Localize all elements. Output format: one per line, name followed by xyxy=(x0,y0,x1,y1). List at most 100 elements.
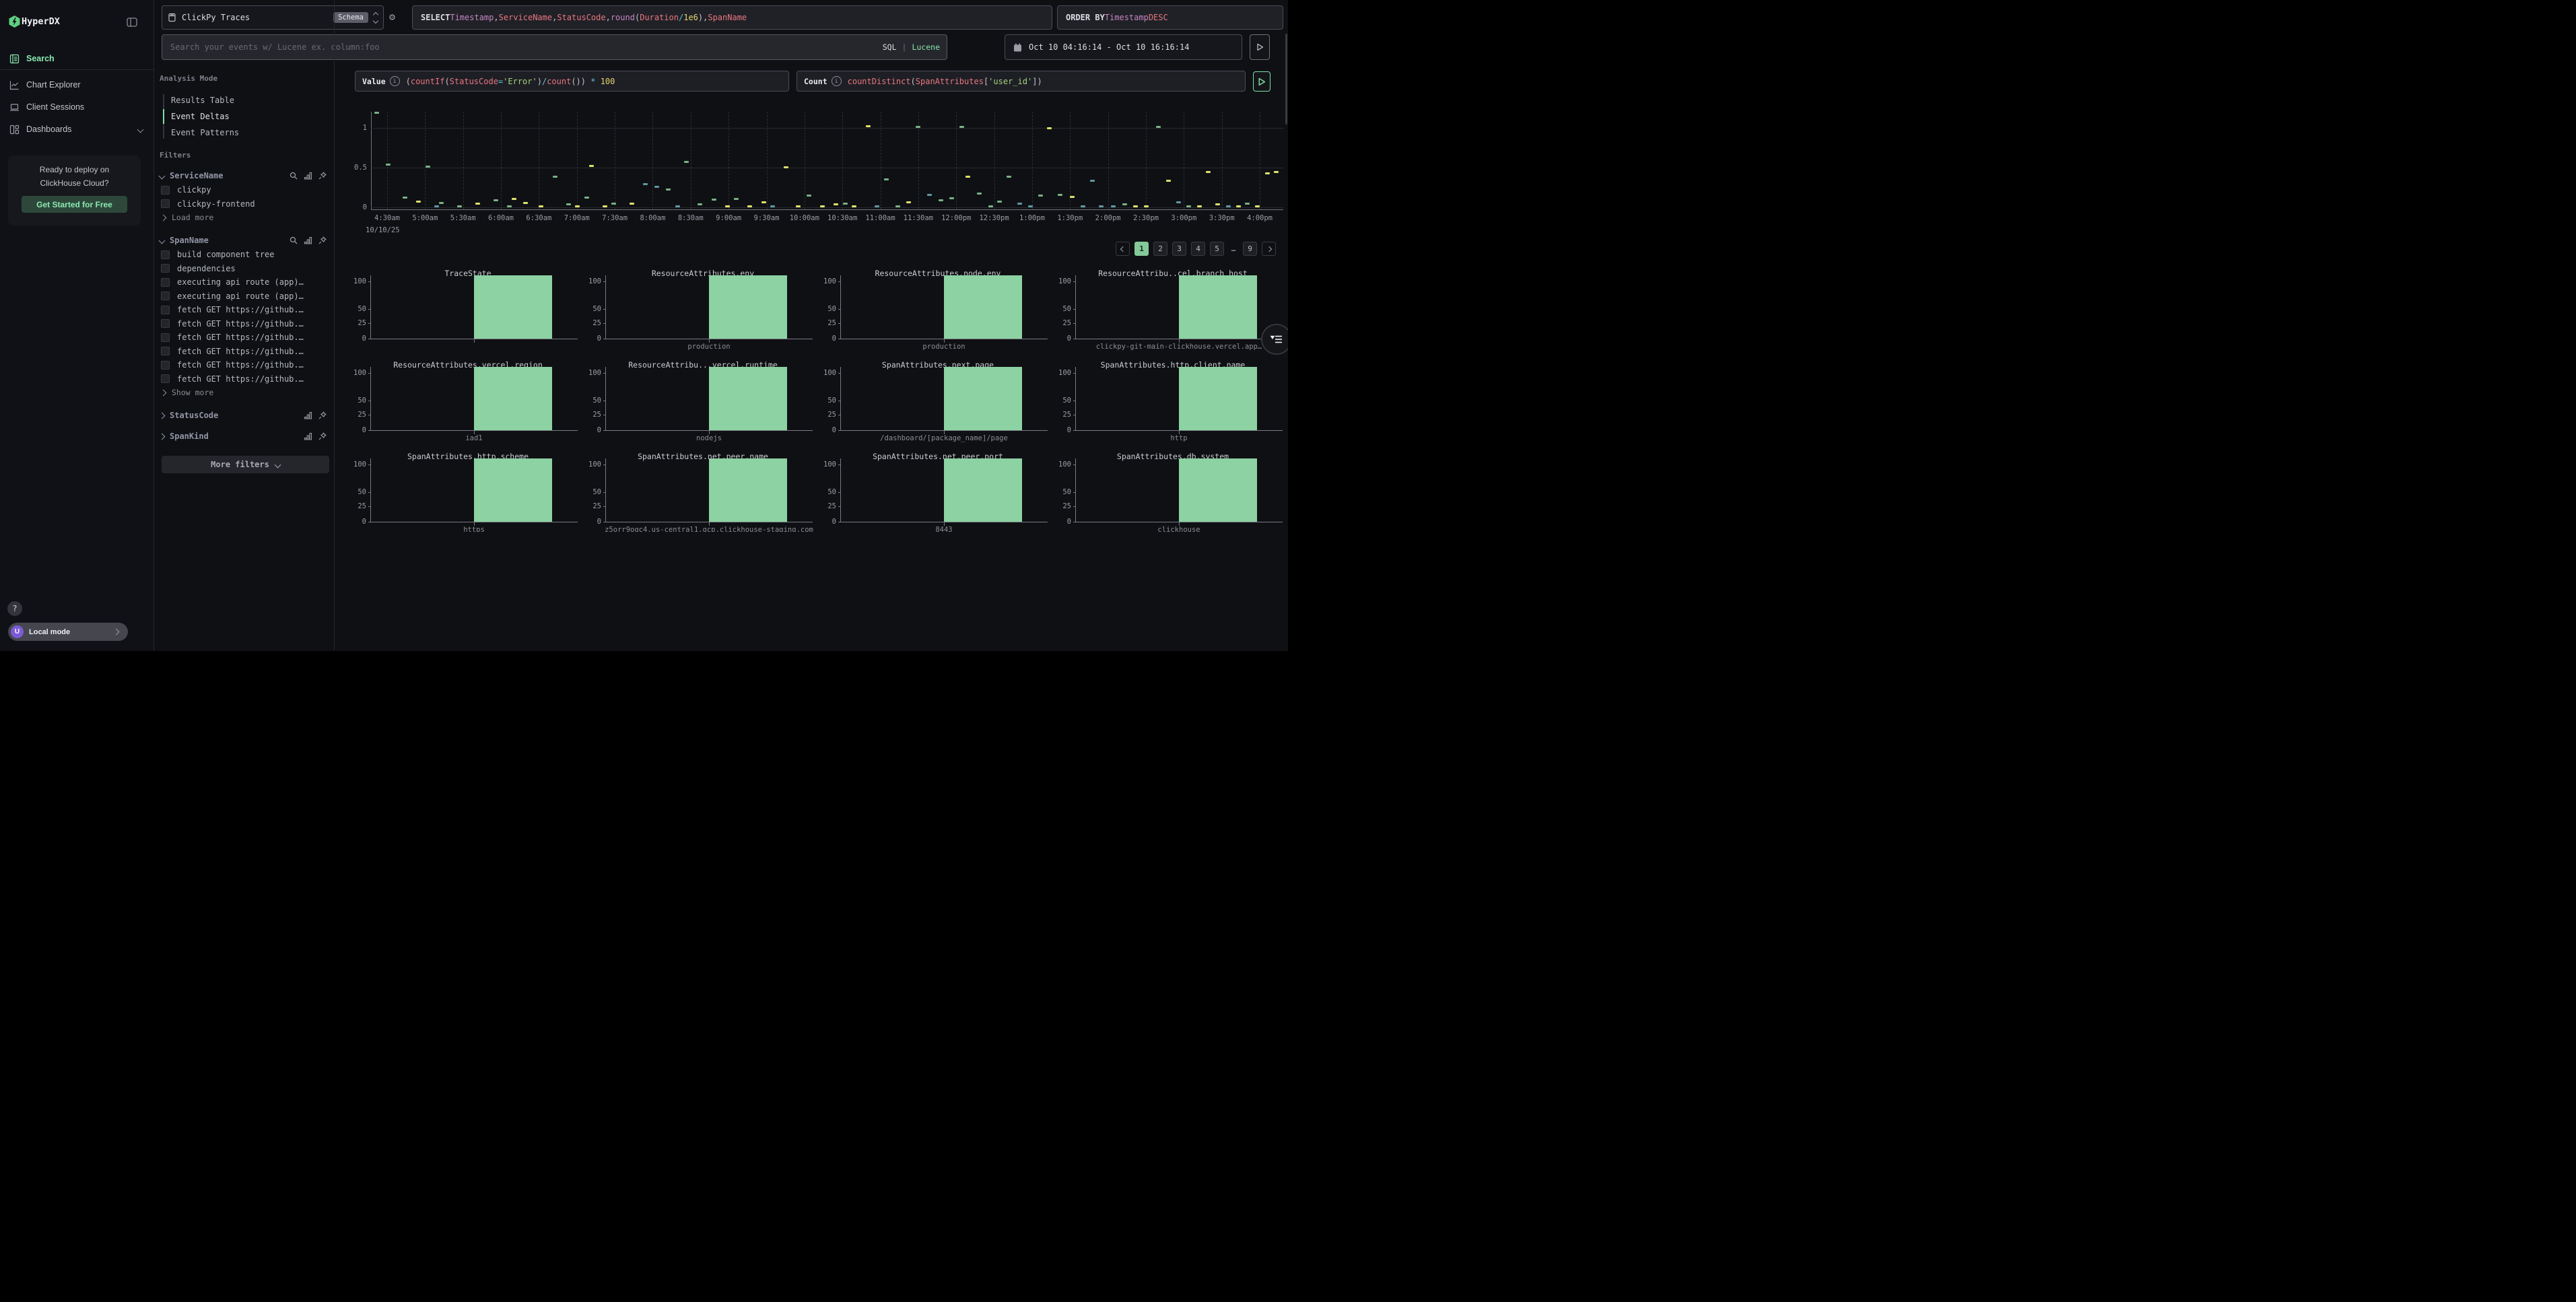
filter-option[interactable]: build component tree xyxy=(160,248,329,262)
filter-checkbox[interactable] xyxy=(161,292,170,300)
bar-chart-icon[interactable] xyxy=(304,411,312,419)
code-token: ) xyxy=(537,77,542,86)
filter-option[interactable]: fetch GET https://github.… xyxy=(160,372,329,386)
filter-option-label: fetch GET https://github.… xyxy=(177,374,304,384)
filter-group-ServiceName[interactable]: ServiceName xyxy=(160,168,329,183)
page-button-1[interactable]: 1 xyxy=(1134,242,1149,256)
filter-option[interactable]: fetch GET https://github.… xyxy=(160,317,329,331)
filter-option[interactable]: executing api route (app)… xyxy=(160,289,329,304)
scatter-point xyxy=(1176,201,1181,203)
filter-option-label: fetch GET https://github.… xyxy=(177,319,304,329)
facet-ytick-label: 100 xyxy=(582,369,601,377)
page-button-3[interactable]: 3 xyxy=(1172,242,1186,256)
scatter-point xyxy=(820,205,825,207)
analysis-mode-event-patterns[interactable]: Event Patterns xyxy=(171,128,239,137)
scatter-point xyxy=(725,205,730,207)
scatter-point xyxy=(475,203,480,205)
scatter-point xyxy=(1133,205,1138,207)
bar-chart-icon[interactable] xyxy=(304,236,312,244)
filter-group-StatusCode[interactable]: StatusCode xyxy=(160,408,329,423)
facet-ytick-label: 50 xyxy=(582,397,601,405)
page-prev-button[interactable] xyxy=(1116,242,1130,256)
code-token: countDistinct xyxy=(848,77,911,86)
sidebar-collapse-icon[interactable] xyxy=(127,17,137,30)
analysis-mode-results-table[interactable]: Results Table xyxy=(171,96,234,105)
bar-chart-icon[interactable] xyxy=(304,172,312,180)
filter-group-SpanKind[interactable]: SpanKind xyxy=(160,429,329,444)
time-tick-label: 2:00pm xyxy=(1087,214,1129,222)
filter-checkbox[interactable] xyxy=(161,319,170,328)
pin-icon[interactable] xyxy=(318,172,327,180)
filter-checkbox[interactable] xyxy=(161,199,170,208)
facet-ytick-label: 50 xyxy=(582,305,601,313)
search-icon[interactable] xyxy=(290,236,298,244)
facet-ytick-mark xyxy=(838,281,840,282)
facet-ytick-label: 50 xyxy=(347,397,366,405)
scatter-point xyxy=(1090,180,1095,182)
facet-ytick-label: 100 xyxy=(347,277,366,285)
sidebar-item-search[interactable]: Search xyxy=(0,50,154,67)
sidebar: HyperDX Search Chart Explorer Client Ses… xyxy=(0,0,154,651)
value-expression-box[interactable]: Value i (countIf(StatusCode='Error')/cou… xyxy=(355,71,789,92)
more-filters-button[interactable]: More filters xyxy=(162,456,329,473)
page-next-button[interactable] xyxy=(1262,242,1276,256)
scatter-point xyxy=(675,205,680,207)
filter-option[interactable]: executing api route (app)… xyxy=(160,275,329,289)
page-button-5[interactable]: 5 xyxy=(1210,242,1224,256)
facet-xlabel: production xyxy=(598,343,820,351)
search-icon[interactable] xyxy=(290,172,298,180)
facet-title: ResourceAttributes.env xyxy=(605,269,801,278)
page-button-2[interactable]: 2 xyxy=(1153,242,1167,256)
filter-checkbox[interactable] xyxy=(161,361,170,370)
sidebar-item-dashboards[interactable]: Dashboards xyxy=(0,121,154,138)
filter-load-more[interactable]: Load more xyxy=(161,211,329,224)
filter-option[interactable]: fetch GET https://github.… xyxy=(160,358,329,372)
filter-fab-button[interactable] xyxy=(1261,324,1288,355)
sidebar-item-client-sessions[interactable]: Client Sessions xyxy=(0,98,154,116)
facet-ytick-label: 0 xyxy=(582,335,601,343)
get-started-button[interactable]: Get Started for Free xyxy=(22,196,127,213)
filter-checkbox[interactable] xyxy=(161,186,170,195)
filter-checkbox[interactable] xyxy=(161,333,170,342)
user-menu[interactable]: U Local mode xyxy=(8,623,128,641)
facet-title: ResourceAttribu..cel.branch_host xyxy=(1075,269,1270,278)
facet-ytick-mark xyxy=(838,309,840,310)
filter-option[interactable]: fetch GET https://github.… xyxy=(160,345,329,359)
filter-option[interactable]: fetch GET https://github.… xyxy=(160,303,329,317)
pin-icon[interactable] xyxy=(318,411,327,419)
filter-option[interactable]: dependencies xyxy=(160,262,329,276)
pin-icon[interactable] xyxy=(318,236,327,244)
filter-checkbox[interactable] xyxy=(161,347,170,355)
sidebar-item-chart-explorer[interactable]: Chart Explorer xyxy=(0,76,154,94)
facet-bar xyxy=(474,367,552,430)
pin-icon[interactable] xyxy=(318,432,327,440)
filter-checkbox[interactable] xyxy=(161,306,170,314)
filter-checkbox[interactable] xyxy=(161,278,170,287)
grid-line xyxy=(1146,112,1147,209)
facet-y-axis xyxy=(1075,275,1076,339)
filter-group-SpanName[interactable]: SpanName xyxy=(160,233,329,248)
scrollbar-thumb[interactable] xyxy=(1285,34,1287,125)
time-tick-label: 11:30am xyxy=(897,214,939,222)
help-button[interactable]: ? xyxy=(7,601,22,616)
page-button-4[interactable]: 4 xyxy=(1191,242,1205,256)
apply-expressions-button[interactable] xyxy=(1253,71,1270,92)
filter-checkbox[interactable] xyxy=(161,374,170,383)
scatter-point xyxy=(988,205,993,207)
y-tick-label: 1 xyxy=(343,124,367,132)
grid-line xyxy=(1108,112,1109,209)
facet-title: SpanAttributes.net.peer.port xyxy=(840,452,1036,461)
page-button-9[interactable]: 9 xyxy=(1243,242,1257,256)
count-expression-box[interactable]: Count i countDistinct(SpanAttributes['us… xyxy=(796,71,1246,92)
filter-option[interactable]: clickpy xyxy=(160,183,329,197)
bar-chart-icon[interactable] xyxy=(304,432,312,440)
filter-option[interactable]: clickpy-frontend xyxy=(160,197,329,211)
scatter-point xyxy=(1156,126,1161,128)
info-icon: i xyxy=(832,76,842,86)
filter-checkbox[interactable] xyxy=(161,250,170,259)
filter-checkbox[interactable] xyxy=(161,264,170,273)
filter-option[interactable]: fetch GET https://github.… xyxy=(160,331,329,345)
filter-show-more[interactable]: Show more xyxy=(161,386,329,399)
analysis-mode-event-deltas[interactable]: Event Deltas xyxy=(171,112,230,121)
facet-xtick-mark xyxy=(1179,522,1180,526)
